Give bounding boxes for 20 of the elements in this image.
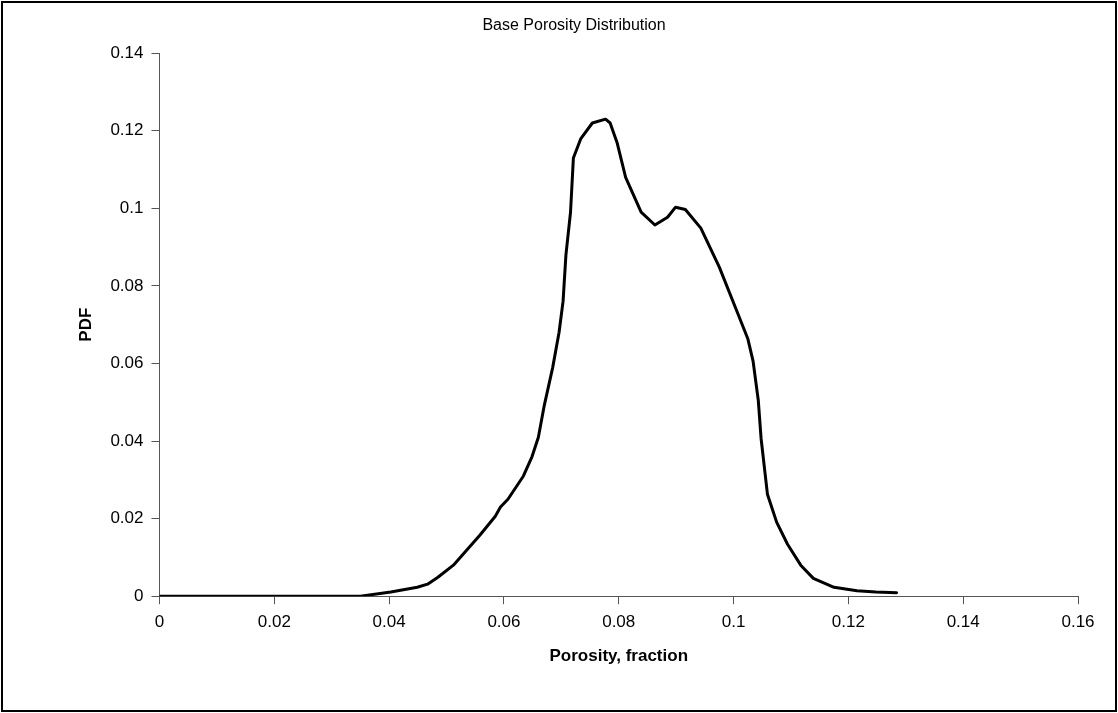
y-tick-label: 0.14 <box>110 42 144 62</box>
y-tick-label: 0.1 <box>119 198 144 218</box>
y-axis-title: PDF <box>75 307 95 342</box>
x-tick-label: 0.16 <box>1061 612 1095 632</box>
y-tick-label: 0.12 <box>110 120 144 140</box>
chart-title: Base Porosity Distribution <box>482 16 666 34</box>
x-tick-label: 0.06 <box>487 612 521 632</box>
x-axis-title: Porosity, fraction <box>549 646 689 666</box>
y-tick-label: 0.06 <box>110 353 144 373</box>
y-tick-label: 0.04 <box>110 430 144 450</box>
y-tick-label: 0.02 <box>110 508 144 528</box>
x-tick-label: 0.12 <box>831 612 865 632</box>
y-tick-label: 0 <box>134 585 144 605</box>
x-tick-label: 0.08 <box>602 612 636 632</box>
x-tick-label: 0 <box>154 612 165 632</box>
x-tick-label: 0.02 <box>257 612 291 632</box>
x-tick-label: 0.14 <box>946 612 980 632</box>
y-tick-label: 0.08 <box>110 275 144 295</box>
x-tick-label: 0.04 <box>372 612 406 632</box>
x-tick-label: 0.1 <box>721 612 746 632</box>
